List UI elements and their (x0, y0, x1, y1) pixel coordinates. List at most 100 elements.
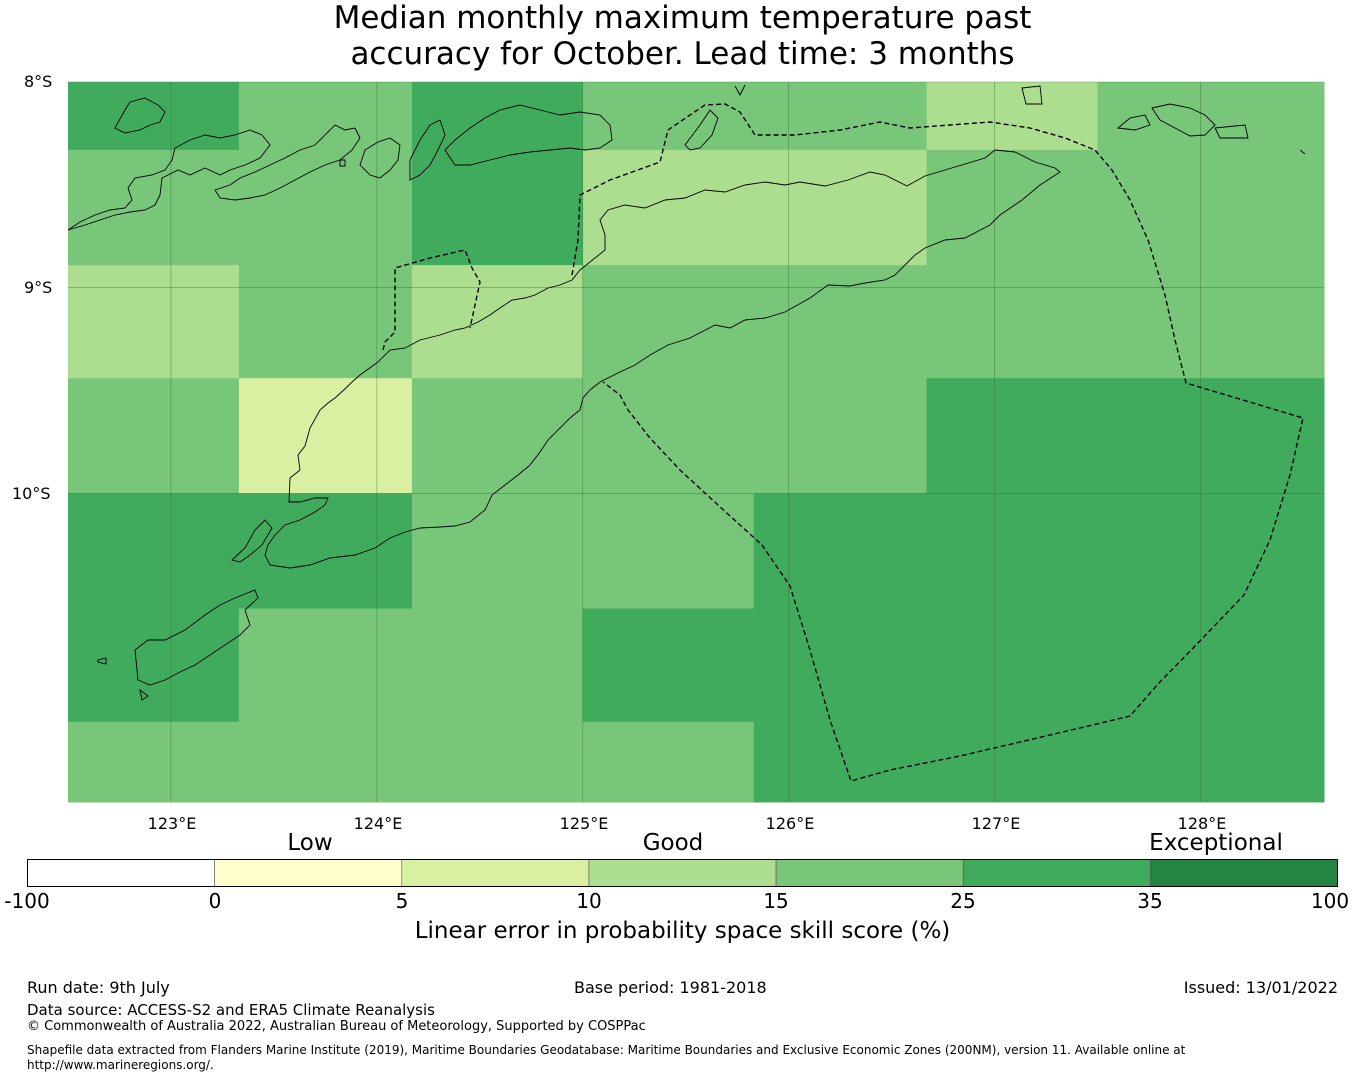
skill-cell-r2-c4 (753, 265, 928, 379)
lon-label-125e: 125°E (559, 814, 609, 833)
skill-cell-r1-c2 (411, 149, 584, 266)
skill-cell-r6-c1 (238, 721, 413, 803)
issued-date: Issued: 13/01/2022 (1183, 978, 1338, 997)
coastline-island-d (1151, 103, 1216, 137)
coastline-atauro (684, 109, 719, 151)
skill-cell-r6-c6 (1097, 721, 1325, 803)
colorbar-category-good: Good (642, 830, 704, 856)
skill-cell-r4-c0 (68, 493, 240, 610)
shapefile-credit-line-1: Shapefile data extracted from Flanders M… (27, 1043, 1186, 1057)
coastline-sawu (134, 589, 259, 686)
copyright: © Commonwealth of Australia 2022, Austra… (27, 1019, 646, 1034)
skill-cell-r4-c3 (582, 493, 755, 610)
graticule (68, 81, 1324, 802)
skill-cell-r4-c4 (753, 493, 928, 610)
shapefile-credit-line-2: http://www.marineregions.org/. (27, 1058, 214, 1072)
skill-cell-r0-c0 (68, 82, 240, 151)
skill-cell-r3-c1 (238, 378, 413, 494)
skill-cell-r0-c6 (1097, 82, 1325, 151)
coastlines (67, 84, 1306, 701)
lon-label-128e: 128°E (1177, 814, 1227, 833)
lat-label-9s: 9°S (24, 278, 53, 297)
skill-cell-r4-c6 (1097, 493, 1325, 610)
coastline-islet-4 (1299, 149, 1306, 155)
colorbar (27, 859, 1338, 887)
colorbar-tick-35: 35 (1137, 889, 1163, 913)
coastline-alor (359, 137, 401, 179)
skill-cell-r2-c1 (238, 265, 413, 379)
skill-cell-r1-c5 (926, 149, 1098, 266)
coastline-islet-2 (139, 688, 149, 701)
skill-cell-r1-c6 (1097, 149, 1325, 266)
colorbar-tick-5: 5 (395, 889, 409, 913)
coastline-wetar (444, 104, 613, 166)
skill-cell-r6-c5 (926, 721, 1098, 803)
skill-cell-r0-c2 (411, 82, 584, 151)
coastline-island-a (114, 97, 166, 134)
colorbar-tick-100: 100 (1310, 889, 1350, 913)
skill-cell-r6-c4 (753, 721, 928, 803)
lon-label-126e: 126°E (765, 814, 815, 833)
skill-cell-r5-c3 (582, 608, 755, 723)
colorbar-tick-10: 10 (576, 889, 602, 913)
colorbar-category-low: Low (287, 830, 333, 856)
base-period: Base period: 1981-2018 (574, 978, 767, 997)
coastline-flores (67, 129, 271, 231)
coastline-pantar (409, 119, 446, 181)
skill-cell-r3-c4 (753, 378, 928, 494)
skill-cell-r5-c5 (926, 608, 1098, 723)
colorbar-tick-25: 25 (950, 889, 976, 913)
coastline-island-b (1021, 85, 1043, 105)
skill-cell-r2-c6 (1097, 265, 1325, 379)
title-line-2: accuracy for October. Lead time: 3 month… (350, 36, 1015, 72)
skill-cell-r6-c0 (68, 721, 240, 803)
skill-cell-r0-c5 (926, 82, 1098, 151)
lat-label-10s: 10°S (12, 484, 51, 503)
colorbar-tick-0: 0 (208, 889, 222, 913)
colorbar-segment-4 (775, 859, 964, 887)
lon-label-124e: 124°E (353, 814, 403, 833)
skill-cell-r1-c4 (753, 149, 928, 266)
chart-title: Median monthly maximum temperature past … (0, 0, 1365, 72)
skill-cell-r3-c3 (582, 378, 755, 494)
skill-cell-r0-c4 (753, 82, 928, 151)
colorbar-tick-neg100: -100 (4, 889, 50, 913)
colorbar-category-exceptional: Exceptional (1149, 830, 1283, 856)
skill-cell-r2-c5 (926, 265, 1098, 379)
coastline-island-e (1214, 124, 1249, 139)
skill-cell-r4-c2 (411, 493, 584, 610)
skill-cell-r3-c6 (1097, 378, 1325, 494)
coastline-rote (231, 519, 273, 563)
eez-oecusse-boundary (382, 249, 481, 351)
run-date: Run date: 9th July (27, 978, 170, 997)
skill-cell-r2-c2 (411, 265, 584, 379)
skill-cell-r0-c3 (582, 82, 755, 151)
skill-cell-r5-c0 (68, 608, 240, 723)
skill-cell-r6-c2 (411, 721, 584, 803)
title-line-1: Median monthly maximum temperature past (333, 0, 1032, 36)
skill-cell-r5-c2 (411, 608, 584, 723)
colorbar-segment-1 (214, 859, 403, 887)
skill-cell-r3-c5 (926, 378, 1098, 494)
colorbar-label: Linear error in probability space skill … (414, 918, 951, 944)
colorbar-segment-0 (27, 859, 215, 887)
skill-cells (68, 82, 1325, 803)
skill-cell-r4-c5 (926, 493, 1098, 610)
skill-cell-r5-c1 (238, 608, 413, 723)
skill-cell-r1-c0 (68, 149, 240, 266)
skill-cell-r5-c4 (753, 608, 928, 723)
coastline-islet-1 (97, 657, 107, 665)
colorbar-segment-2 (401, 859, 590, 887)
skill-cell-r3-c2 (411, 378, 584, 494)
data-source: Data source: ACCESS-S2 and ERA5 Climate … (27, 1001, 435, 1019)
colorbar-segment-6 (1150, 859, 1338, 887)
skill-map (67, 81, 1325, 803)
skill-cell-r2-c3 (582, 265, 755, 379)
colorbar-segment-5 (962, 859, 1151, 887)
colorbar-frame (27, 859, 1338, 887)
coastline-islet-3 (339, 159, 346, 167)
colorbar-tick-15: 15 (763, 889, 789, 913)
coastline-flores-east (214, 124, 361, 201)
skill-cell-r1-c1 (238, 149, 413, 266)
skill-cell-r0-c1 (238, 82, 413, 151)
